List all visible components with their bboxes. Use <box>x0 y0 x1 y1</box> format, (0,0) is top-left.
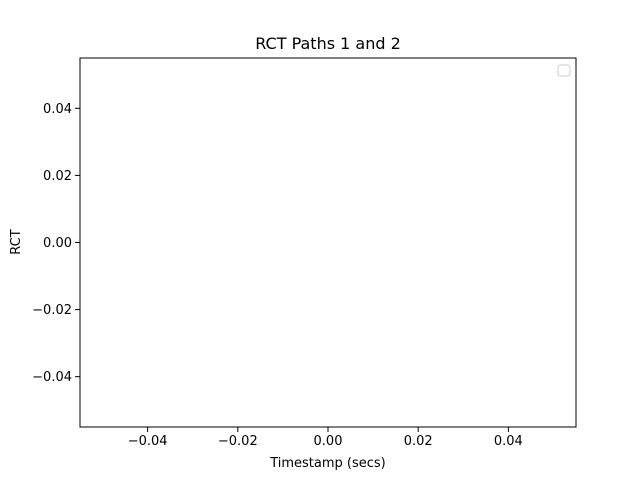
y-tick-label: −0.04 <box>32 370 72 385</box>
x-axis-ticks: −0.04 −0.02 0.00 0.02 0.04 <box>128 427 523 449</box>
x-tick-label: −0.02 <box>218 434 258 449</box>
x-tick-label: 0.00 <box>314 434 343 449</box>
y-axis-ticks: −0.04 −0.02 0.00 0.02 0.04 <box>32 102 80 385</box>
x-axis-label: Timestamp (secs) <box>269 456 386 471</box>
legend-box <box>557 64 571 77</box>
y-axis-label: RCT <box>9 229 24 254</box>
x-tick-label: 0.02 <box>404 434 433 449</box>
chart-title: RCT Paths 1 and 2 <box>255 34 401 53</box>
x-tick-label: 0.04 <box>494 434 523 449</box>
legend <box>557 64 571 77</box>
axes-frame <box>79 57 577 428</box>
x-tick-label: −0.04 <box>128 434 168 449</box>
plot-area <box>79 57 577 428</box>
y-tick-label: 0.04 <box>43 102 72 117</box>
y-tick-label: 0.02 <box>43 169 72 184</box>
y-tick-label: 0.00 <box>43 236 72 251</box>
y-tick-label: −0.02 <box>32 303 72 318</box>
